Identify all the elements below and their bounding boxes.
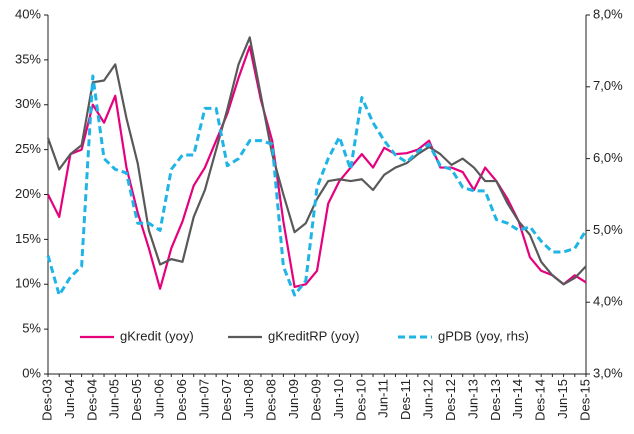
y-tick-label: 5% (22, 321, 41, 336)
y-tick-label: 0% (22, 365, 41, 380)
x-tick-label: Jun-14 (510, 379, 525, 419)
x-tick-label: Des-07 (219, 379, 234, 421)
x-tick-label: Jun-08 (241, 379, 256, 419)
x-tick-label: Jun-07 (196, 379, 211, 419)
x-tick-label: Jun-10 (331, 379, 346, 419)
series-line (47, 45, 587, 290)
x-tick-label: Des-14 (533, 379, 548, 421)
x-tick-label: Des-04 (84, 379, 99, 421)
y2-tick-label: 8,0% (593, 6, 623, 21)
y2-tick-label: 6,0% (593, 150, 623, 165)
y-tick-label: 10% (15, 276, 41, 291)
x-tick-label: Jun-11 (376, 379, 391, 418)
y-tick-label: 25% (15, 141, 41, 156)
y2-tick-label: 3,0% (593, 365, 623, 380)
y-tick-label: 20% (15, 186, 41, 201)
x-tick-label: Jun-05 (107, 379, 122, 419)
legend-label: gKreditRP (yoy) (268, 328, 360, 343)
x-tick-label: Des-10 (353, 379, 368, 421)
y-tick-label: 35% (15, 51, 41, 66)
x-tick-label: Des-12 (443, 379, 458, 421)
legend-label: gKredit (yoy) (120, 328, 194, 343)
y2-tick-label: 7,0% (593, 78, 623, 93)
x-tick-label: Jun-15 (555, 379, 570, 419)
x-tick-label: Des-03 (39, 379, 54, 421)
x-tick-label: Des-08 (264, 379, 279, 421)
y-tick-label: 30% (15, 96, 41, 111)
x-tick-label: Des-13 (488, 379, 503, 421)
y2-tick-label: 5,0% (593, 222, 623, 237)
x-tick-label: Des-11 (398, 379, 413, 420)
x-tick-label: Jun-04 (62, 379, 77, 419)
x-tick-label: Des-15 (577, 379, 592, 421)
x-tick-label: Jun-09 (286, 379, 301, 419)
y-tick-label: 15% (15, 231, 41, 246)
y2-tick-label: 4,0% (593, 294, 623, 309)
x-tick-label: Jun-12 (421, 379, 436, 419)
x-tick-label: Jun-13 (465, 379, 480, 419)
x-tick-label: Des-05 (129, 379, 144, 421)
y-tick-label: 40% (15, 6, 41, 21)
x-tick-label: Jun-06 (152, 379, 167, 419)
legend-label: gPDB (yoy, rhs) (438, 328, 529, 343)
x-tick-label: Des-06 (174, 379, 189, 421)
series-line (46, 36, 587, 286)
x-tick-label: Des-09 (308, 379, 323, 421)
series-line (46, 74, 588, 297)
